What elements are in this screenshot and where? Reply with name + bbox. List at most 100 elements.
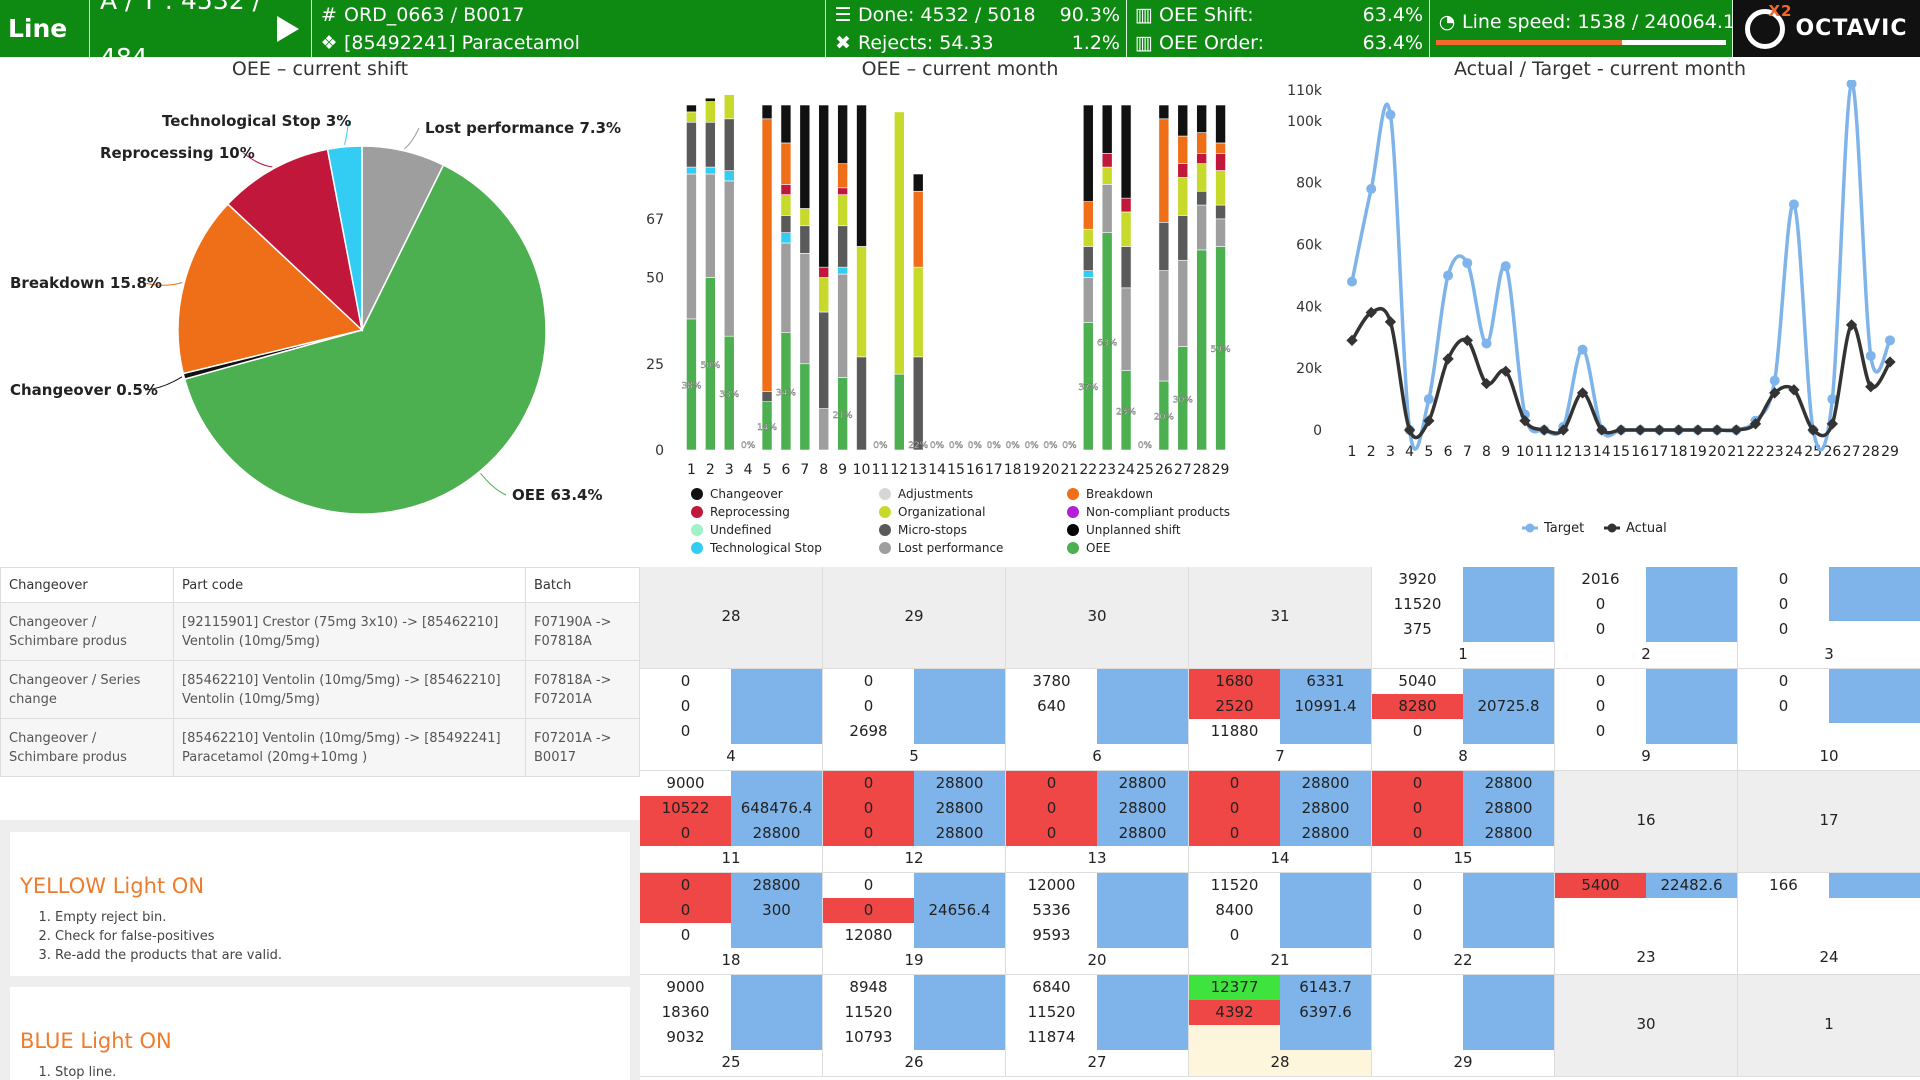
x-tick-label: 10 — [1516, 444, 1534, 460]
calendar-day[interactable]: 2016 0 0 2 — [1555, 567, 1738, 669]
calendar-day[interactable]: 0 0 0 3 — [1738, 567, 1920, 669]
actual-value: 0 — [640, 898, 731, 923]
x-tick-label: 20 — [1042, 462, 1060, 478]
calendar-day[interactable]: 0 0 0 4 — [640, 669, 823, 771]
x-tick-label: 29 — [1881, 444, 1899, 460]
legend-label: Lost performance — [898, 541, 1003, 555]
pie-leader-line — [480, 473, 507, 496]
calendar-day[interactable]: 5400 22482.6 23 — [1555, 873, 1738, 975]
calendar-day[interactable]: 12377 6143.7 4392 6397.6 28 — [1189, 975, 1372, 1077]
bar-segment — [1215, 142, 1226, 154]
alarm-steps: Stop line. — [20, 1063, 620, 1080]
bar-value-label: 33% — [719, 390, 739, 400]
actual-value: 18360 — [661, 1003, 710, 1021]
calendar-day[interactable]: 8948 11520 10793 26 — [823, 975, 1006, 1077]
x-tick-label: 18 — [1670, 444, 1688, 460]
calendar-day[interactable]: 0 28800 0 300 0 18 — [640, 873, 823, 975]
target-bar — [1463, 567, 1554, 642]
bar-segment — [837, 266, 848, 275]
calendar-day[interactable]: 1680 6331 2520 10991.4 11880 7 — [1189, 669, 1372, 771]
calendar-day[interactable]: 3780 640 6 — [1006, 669, 1189, 771]
calendar-day[interactable]: 17 — [1738, 771, 1920, 873]
calendar-day[interactable]: 6840 11520 11874 27 — [1006, 975, 1189, 1077]
calendar-day[interactable]: 0 0 24656.4 12080 19 — [823, 873, 1006, 975]
calendar-day[interactable]: 0 28800 0 28800 0 28800 12 — [823, 771, 1006, 873]
actual-value: 0 — [1372, 771, 1463, 796]
table-cell: F07201A -> B0017 — [525, 718, 640, 777]
day-number: 27 — [1087, 1053, 1107, 1071]
calendar-day[interactable]: 29 — [1372, 975, 1555, 1077]
actual-value: 0 — [1412, 926, 1423, 944]
data-point — [1885, 335, 1895, 346]
target-bar — [1463, 975, 1554, 1050]
calendar-day[interactable]: 28 — [640, 567, 823, 669]
bar-segment — [723, 94, 735, 120]
data-point — [1577, 344, 1588, 355]
x-tick-label: 1 — [1348, 444, 1357, 460]
legend-marker — [691, 542, 703, 554]
calendar-day[interactable]: 9000 18360 9032 25 — [640, 975, 823, 1077]
legend-label: Changeover — [710, 487, 783, 501]
calendar-day[interactable]: 29 — [823, 567, 1006, 669]
bar-segment — [912, 190, 924, 268]
calendar-day[interactable]: 0 0 10 — [1738, 669, 1920, 771]
day-number: 6 — [1092, 747, 1102, 765]
day-number: 13 — [1087, 849, 1107, 867]
calendar-day[interactable]: 0 0 0 22 — [1372, 873, 1555, 975]
calendar-day[interactable]: 30 — [1555, 975, 1738, 1077]
line-chart-title: Actual / Target - current month — [1454, 58, 1746, 80]
x-tick-label: 19 — [1689, 444, 1707, 460]
actual-value: 640 — [1037, 697, 1066, 715]
calendar-day[interactable]: 12000 5336 9593 20 — [1006, 873, 1189, 975]
table-row[interactable]: Changeover / Schimbare produs [85462210]… — [0, 718, 640, 777]
calendar-day[interactable]: 11520 8400 0 21 — [1189, 873, 1372, 975]
day-number: 29 — [904, 607, 924, 625]
calendar-day[interactable]: 30 — [1006, 567, 1189, 669]
target-bar — [1097, 873, 1188, 948]
day-number: 26 — [904, 1053, 924, 1071]
pie-slice — [326, 145, 363, 331]
bar-segment — [1196, 249, 1207, 451]
x-tick-label: 15 — [1612, 444, 1630, 460]
bar-segment — [1196, 163, 1207, 192]
alarm-yellow-light: YELLOW Light ON Empty reject bin. Check … — [10, 832, 630, 976]
bar-segment — [705, 101, 716, 123]
calendar-day[interactable]: 3920 11520 375 1 — [1372, 567, 1555, 669]
calendar-day[interactable]: 0 0 0 9 — [1555, 669, 1738, 771]
calendar-day[interactable]: 16 — [1555, 771, 1738, 873]
data-point — [1365, 306, 1377, 319]
actual-value: 12080 — [844, 926, 893, 944]
x-tick-label: 6 — [781, 462, 790, 478]
legend-marker — [879, 524, 891, 536]
calendar-day[interactable]: 1 — [1738, 975, 1920, 1077]
calendar-day[interactable]: 31 — [1189, 567, 1372, 669]
calendar-day[interactable]: 0 28800 0 28800 0 28800 13 — [1006, 771, 1189, 873]
x-tick-label: 19 — [1023, 462, 1041, 478]
bar-segment — [799, 363, 811, 451]
play-icon[interactable] — [277, 15, 299, 42]
bar-segment — [686, 104, 697, 113]
target-bar — [914, 975, 1005, 1050]
table-cell: [85462210] Ventolin (10mg/5mg) -> [85492… — [173, 718, 526, 777]
actual-target-counter: A / T : 4532 / 484 — [90, 0, 312, 72]
calendar-day[interactable]: 0 28800 0 28800 0 28800 15 — [1372, 771, 1555, 873]
calendar-day[interactable]: 9000 10522 648476.4 0 28800 11 — [640, 771, 823, 873]
bar-segment — [780, 142, 792, 185]
actual-value: 0 — [823, 821, 914, 846]
calendar-day[interactable]: 0 28800 0 28800 0 28800 14 — [1189, 771, 1372, 873]
table-row[interactable]: Changeover / Series change [85462210] Ve… — [0, 660, 640, 719]
table-row[interactable]: Changeover / Schimbare produs [92115901]… — [0, 602, 640, 661]
actual-value — [1189, 1025, 1280, 1050]
calendar-day[interactable]: 0 0 2698 5 — [823, 669, 1006, 771]
actual-value: 0 — [823, 771, 914, 796]
line-name[interactable]: Line 1 — [0, 0, 90, 100]
target-bar — [1097, 771, 1188, 846]
bar-segment — [1158, 270, 1170, 382]
calendar-day[interactable]: 166 24 — [1738, 873, 1920, 975]
calendar-day[interactable]: 5040 8280 20725.8 0 8 — [1372, 669, 1555, 771]
bar-segment — [723, 170, 735, 182]
day-number: 5 — [909, 747, 919, 765]
legend-label: Technological Stop — [709, 541, 822, 555]
x-tick-label: 15 — [947, 462, 965, 478]
